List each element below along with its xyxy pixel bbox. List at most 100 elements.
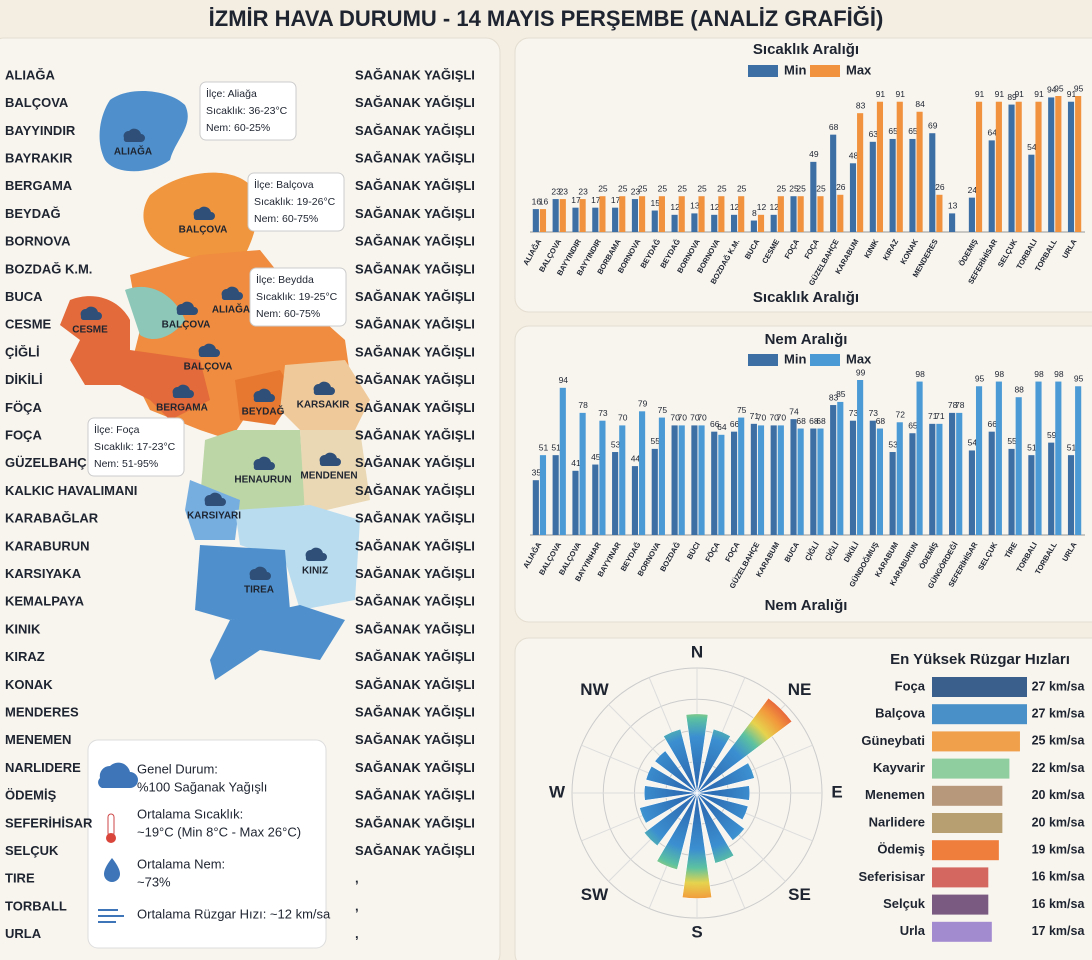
rose-petal xyxy=(654,750,698,794)
bar xyxy=(698,425,705,535)
bar xyxy=(797,196,804,232)
bar xyxy=(1008,104,1015,232)
map-label: KARSAKIR xyxy=(297,400,351,411)
bar-value-label: 12 xyxy=(757,202,767,212)
bar xyxy=(956,412,963,535)
bar xyxy=(968,197,975,232)
summary-text: %100 Sağanak Yağışlı xyxy=(137,779,267,794)
rain-cloud xyxy=(123,128,145,142)
bar xyxy=(678,196,685,232)
bar xyxy=(539,209,547,232)
tooltip-box xyxy=(199,81,297,141)
bar-value-label: 83 xyxy=(856,100,866,110)
bar xyxy=(929,423,936,535)
bar-value-label: 68 xyxy=(829,122,839,132)
bar-value-label: 15 xyxy=(651,198,661,208)
direction-label: W xyxy=(549,782,566,801)
bar-value-label: 54 xyxy=(1027,142,1037,152)
bar xyxy=(932,758,1010,779)
bar-value-label: 25 xyxy=(777,183,787,193)
map-label: HENAURUN xyxy=(234,475,291,486)
district-name: ALIAĞA xyxy=(5,67,55,82)
bar-value-label: 71 xyxy=(750,411,760,421)
rain-cloud xyxy=(198,343,220,357)
bar xyxy=(830,405,837,535)
region-henaurun xyxy=(200,430,305,515)
rain-cloud xyxy=(253,388,275,402)
bar-value-label: 25 xyxy=(717,183,727,193)
bar xyxy=(797,428,804,535)
category-label: Güneybati xyxy=(861,733,925,748)
bar xyxy=(932,704,1027,725)
bar-value-label: 51 xyxy=(1027,442,1037,452)
district-status: SAĞANAK YAĞIŞLI xyxy=(355,843,475,858)
bar xyxy=(651,210,658,232)
district-status: SAĞANAK YAĞIŞLI xyxy=(355,178,475,193)
bar xyxy=(757,425,765,535)
bar-value-label: 51 xyxy=(1067,442,1077,452)
bar-value-label: 89 xyxy=(1007,92,1017,102)
rain-cloud xyxy=(253,456,275,470)
bar xyxy=(932,921,992,942)
bar xyxy=(631,466,639,535)
district-status: , xyxy=(355,898,359,913)
legend-label: Min xyxy=(784,351,806,366)
district-name: MENDERES xyxy=(5,705,79,720)
district-status: SAĞANAK YAĞIŞLI xyxy=(355,538,475,553)
bar-value-label: 91 xyxy=(896,89,906,99)
district-name: URLA xyxy=(5,926,42,941)
bar xyxy=(849,420,857,535)
bar xyxy=(770,425,777,535)
region-karsiyaka xyxy=(185,480,240,540)
bar-value-label: 68 xyxy=(816,416,826,426)
thermo-icon xyxy=(107,813,115,837)
map-label: CESME xyxy=(72,325,108,336)
district-status: SAĞANAK YAĞIŞLI xyxy=(355,677,475,692)
category-label: Menemen xyxy=(865,787,925,802)
district-name: TIRE xyxy=(5,871,35,886)
bar-value-label: 25 xyxy=(697,183,707,193)
bar-value-label: 91 xyxy=(995,89,1005,99)
bar xyxy=(857,380,864,535)
bar-value-label: 70 xyxy=(777,413,787,423)
temp-card xyxy=(514,37,1092,313)
district-name: FÖÇA xyxy=(5,400,42,415)
rose-petal xyxy=(682,792,712,899)
legend-swatch xyxy=(748,65,778,77)
rain-cloud xyxy=(193,206,215,220)
bar xyxy=(896,101,903,232)
district-name: NARLIDERE xyxy=(5,760,81,775)
district-name: KARABURUN xyxy=(5,538,90,553)
region-aliaga xyxy=(99,90,188,172)
category-label: Urla xyxy=(900,923,926,938)
legend-swatch xyxy=(810,354,840,366)
bar xyxy=(995,381,1002,535)
region-cesme xyxy=(60,296,210,420)
district-status: SAĞANAK YAĞIŞLI xyxy=(355,151,475,166)
rose-petal xyxy=(663,728,698,794)
bar-value-label: 98 xyxy=(1054,369,1064,379)
district-status: SAĞANAK YAĞIŞLI xyxy=(355,67,475,82)
district-name: GÜZELBAHÇE xyxy=(5,455,96,470)
bar xyxy=(1028,154,1035,232)
bar-value-label: 70 xyxy=(618,413,628,423)
bar xyxy=(619,196,626,232)
bar xyxy=(968,450,975,535)
district-status: SAĞANAK YAĞIŞLI xyxy=(355,400,475,415)
bar xyxy=(691,425,698,535)
bar-value-label: 73 xyxy=(869,408,879,418)
bar xyxy=(572,470,579,535)
bar xyxy=(932,867,989,888)
bar-value-label: 25 xyxy=(796,183,806,193)
summary-card xyxy=(87,739,327,949)
bar xyxy=(916,381,923,535)
bar-value-label: 23 xyxy=(578,186,588,196)
bar xyxy=(678,425,685,535)
bar-value-label: 59 xyxy=(1047,430,1057,440)
legend-label: Max xyxy=(846,62,872,77)
bar-value-label: 64 xyxy=(988,128,998,138)
district-status: SAĞANAK YAĞIŞLI xyxy=(355,372,475,387)
tooltip-box xyxy=(87,417,185,477)
bar-value-label: 51 xyxy=(539,442,549,452)
